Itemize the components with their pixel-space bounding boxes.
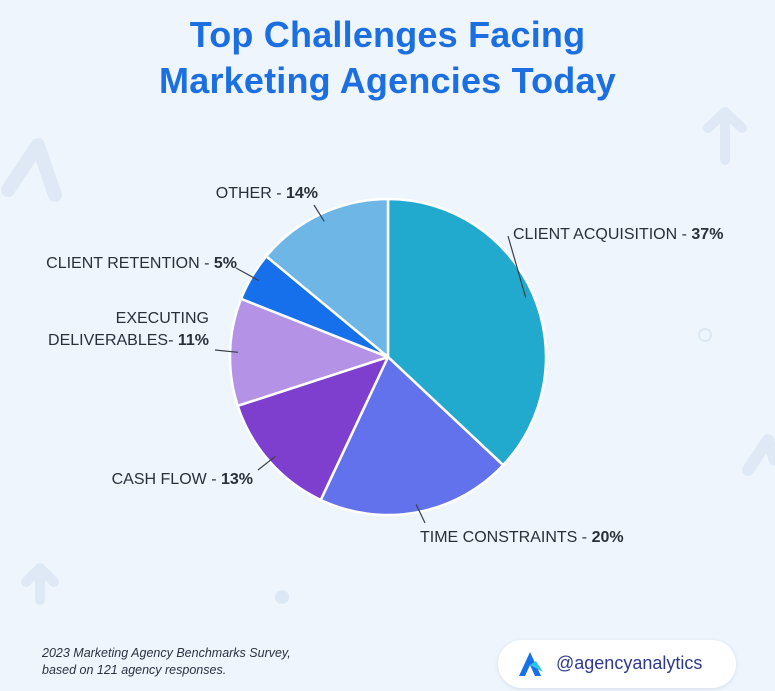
slice-value-other: 14% bbox=[286, 185, 318, 202]
chart-title-line-2: Marketing Agencies Today bbox=[159, 60, 616, 101]
agencyanalytics-logo-icon bbox=[519, 652, 543, 676]
pie-slice-client-acquisition bbox=[386, 197, 548, 467]
leader-line-cash-flow bbox=[257, 455, 276, 471]
slice-value-executing-deliverables: 11% bbox=[178, 332, 209, 349]
slice-label-executing-deliverables: EXECUTING DELIVERABLES- 11% bbox=[48, 310, 209, 349]
leader-line-time-constraints bbox=[415, 504, 426, 524]
slice-value-time-constraints: 20% bbox=[592, 529, 624, 546]
slice-value-client-retention: 5% bbox=[214, 255, 237, 272]
leader-line-executing-deliverables bbox=[214, 349, 239, 353]
leader-line-client-retention bbox=[235, 267, 260, 282]
pie-slice-other bbox=[265, 197, 390, 359]
source-line-1: 2023 Marketing Agency Benchmarks Survey, bbox=[42, 646, 291, 660]
slice-label-client-acquisition: CLIENT ACQUISITION - 37% bbox=[513, 226, 723, 243]
slice-value-cash-flow: 13% bbox=[221, 471, 253, 488]
source-line-2: based on 121 agency responses. bbox=[42, 663, 227, 677]
chart-title: Top Challenges Facing Marketing Agencies… bbox=[0, 12, 775, 104]
slice-label-other: OTHER - 14% bbox=[216, 185, 318, 202]
pie-slice-time-constraints bbox=[319, 355, 505, 517]
chart-title-line-1: Top Challenges Facing bbox=[189, 14, 586, 55]
source-note: 2023 Marketing Agency Benchmarks Survey,… bbox=[42, 645, 291, 679]
slice-label-client-retention: CLIENT RETENTION - 5% bbox=[46, 255, 237, 272]
slice-label-cash-flow: CASH FLOW - 13% bbox=[112, 471, 253, 488]
leader-line-other bbox=[313, 204, 325, 222]
brand-handle: @agencyanalytics bbox=[556, 653, 703, 673]
leader-line-client-acquisition bbox=[507, 235, 527, 298]
slice-value-client-acquisition: 37% bbox=[691, 226, 723, 243]
brand-badge[interactable]: @agencyanalytics bbox=[498, 640, 736, 688]
slice-label-time-constraints: TIME CONSTRAINTS - 20% bbox=[420, 529, 624, 546]
